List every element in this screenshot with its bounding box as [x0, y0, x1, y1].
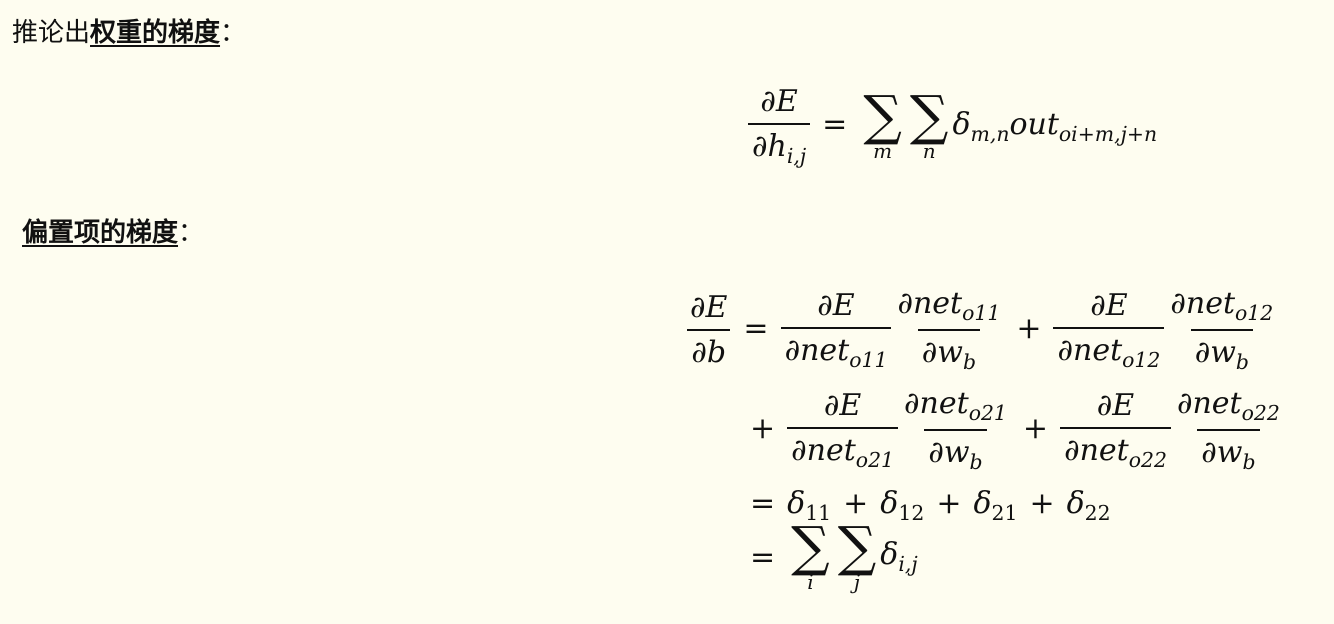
heading-colon: ： [178, 218, 205, 248]
weight-gradient-heading: 推论出权重的梯度： [12, 16, 246, 50]
heading-bold-term: 偏置项的梯度 [22, 218, 179, 248]
sum-symbol: ∑ n [909, 84, 949, 164]
sum-symbol: ∑ i [791, 515, 830, 594]
sum-symbol: ∑ m [863, 84, 902, 164]
bias-gradient-equation-line-2: + ∂E ∂neto21 ∂neto21 ∂wb + ∂E ∂neto22 ∂neto22 ∂wb [750, 386, 1280, 475]
bias-gradient-equation-line-4: = ∑ i ∑ j δi,j [750, 515, 918, 594]
bias-gradient-heading: 偏置项的梯度： [22, 216, 204, 250]
weight-gradient-equation: ∂E ∂hi,j = ∑ m ∑ n δm,noutoi+m,j+n [748, 84, 1157, 168]
heading-prefix: 推论出 [12, 18, 91, 48]
lhs-fraction: ∂E ∂hi,j [748, 84, 811, 168]
heading-colon: ： [220, 18, 247, 48]
heading-bold-term: 权重的梯度 [90, 18, 221, 48]
bias-gradient-equation-line-3: = δ11 + δ12 + δ21 + δ22 [750, 486, 1111, 526]
bias-gradient-equation-line-1: ∂E ∂b = ∂E ∂neto11 ∂neto11 ∂wb + ∂E ∂neto12 ∂neto1… [686, 286, 1277, 374]
sum-symbol: ∑ j [837, 515, 877, 594]
